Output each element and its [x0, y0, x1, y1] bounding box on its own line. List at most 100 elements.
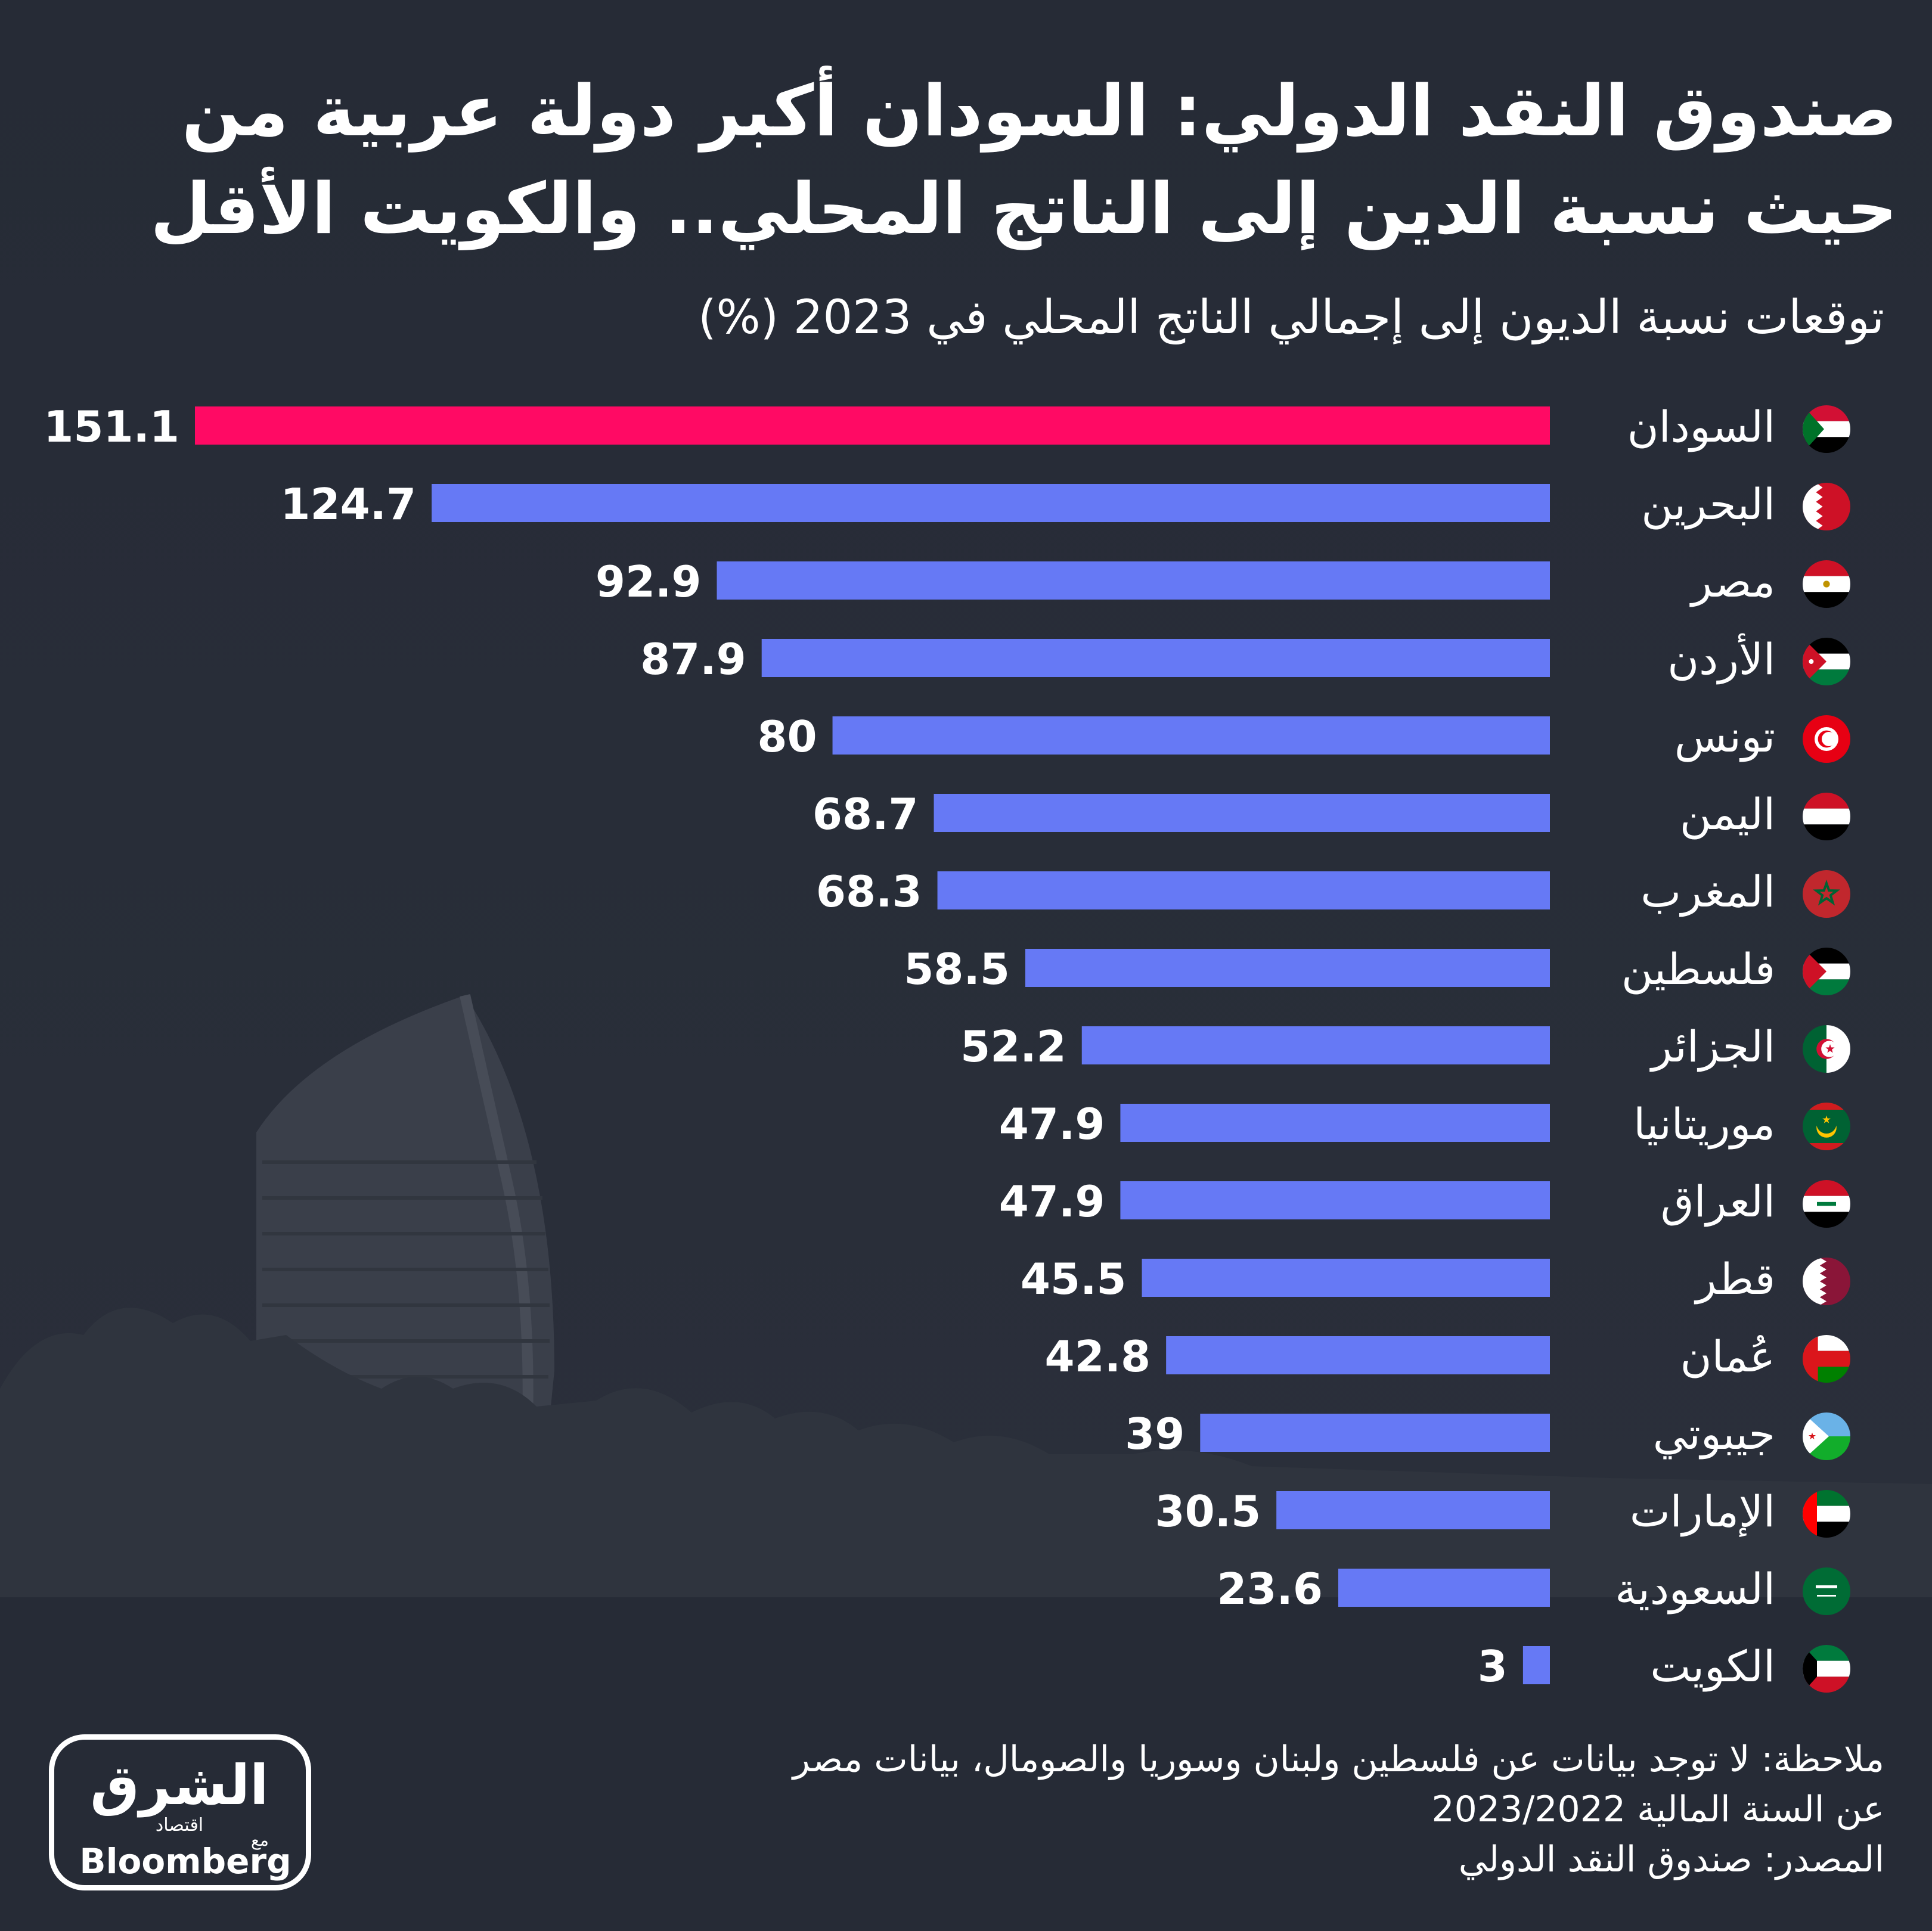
category-label: السودان	[1627, 402, 1775, 452]
sudan-flag-icon	[1803, 405, 1850, 453]
bar-value-label: 52.2	[960, 1022, 1066, 1072]
bar	[1081, 1026, 1550, 1064]
bar	[1166, 1336, 1550, 1374]
category-label: الإمارات	[1630, 1486, 1775, 1537]
bar-value-label: 151.1	[44, 402, 179, 452]
oman-flag-icon	[1803, 1335, 1850, 1383]
bar-row: 39 جيبوتي	[1125, 1409, 1850, 1460]
bar-value-label: 23.6	[1217, 1564, 1323, 1614]
category-label: العراق	[1661, 1176, 1775, 1227]
uae-flag-icon	[1803, 1490, 1850, 1538]
category-label: اليمن	[1680, 789, 1775, 840]
bar	[934, 794, 1550, 832]
category-label: الجزائر	[1649, 1022, 1775, 1072]
bar-value-label: 80	[757, 712, 817, 762]
bar-row: 42.8 عُمان	[1045, 1331, 1850, 1383]
bar	[1025, 949, 1550, 987]
saudi-flag-icon	[1803, 1567, 1850, 1615]
title-line-1: صندوق النقد الدولي: السودان أكبر دولة عر…	[181, 70, 1897, 152]
bar-value-label: 45.5	[1021, 1254, 1127, 1304]
bar-value-label: 68.7	[813, 789, 919, 839]
category-label: جيبوتي	[1653, 1409, 1775, 1460]
bar-row: 47.9 موريتانيا	[999, 1099, 1850, 1150]
algeria-flag-icon	[1803, 1025, 1850, 1073]
bar	[1142, 1259, 1550, 1297]
category-label: عُمان	[1680, 1331, 1775, 1381]
category-label: موريتانيا	[1633, 1099, 1775, 1150]
bar-row: 52.2 الجزائر	[960, 1022, 1850, 1073]
bar-value-label: 3	[1478, 1641, 1508, 1691]
bar	[195, 406, 1550, 445]
logo-sub: اقتصاد	[155, 1815, 204, 1836]
bar-row: 87.9 الأردن	[640, 633, 1850, 685]
jordan-flag-icon	[1803, 638, 1850, 685]
bar-value-label: 47.9	[999, 1176, 1105, 1227]
category-label: المغرب	[1641, 867, 1775, 917]
morocco-flag-icon	[1803, 870, 1850, 918]
category-label: قطر	[1694, 1254, 1775, 1305]
logo-with: مع	[251, 1830, 269, 1850]
logo-brand: الشرق	[90, 1753, 269, 1817]
category-label: الأردن	[1667, 633, 1775, 685]
category-label: الكويت	[1650, 1641, 1775, 1692]
bar-value-label: 124.7	[280, 479, 416, 529]
bahrain-flag-icon	[1803, 483, 1850, 530]
logo-partner: Bloomberg	[79, 1841, 291, 1882]
mauritania-flag-icon	[1803, 1103, 1850, 1150]
bar	[1120, 1104, 1550, 1142]
bar-row: 3 الكويت	[1478, 1641, 1850, 1693]
category-label: مصر	[1689, 557, 1775, 607]
bar-row: 68.7 اليمن	[813, 789, 1850, 840]
bar	[717, 561, 1550, 600]
bar-row: 80 تونس	[757, 712, 1850, 763]
bar-row: 151.1 السودان	[44, 402, 1850, 453]
bar-row: 47.9 العراق	[999, 1176, 1850, 1228]
qatar-flag-icon	[1803, 1258, 1850, 1305]
bar	[1338, 1569, 1550, 1607]
bar-value-label: 30.5	[1155, 1486, 1261, 1536]
bar-value-label: 42.8	[1045, 1331, 1151, 1381]
category-label: فلسطين	[1621, 944, 1775, 995]
bar-row: 23.6 السعودية	[1217, 1564, 1850, 1615]
bar	[761, 639, 1550, 677]
bar-value-label: 47.9	[999, 1099, 1105, 1149]
source-line: المصدر: صندوق النقد الدولي	[1458, 1839, 1884, 1880]
bar-value-label: 92.9	[596, 557, 702, 607]
egypt-flag-icon	[1803, 560, 1850, 608]
bar-row: 124.7 البحرين	[280, 479, 1850, 530]
bar-row: 68.3 المغرب	[816, 867, 1850, 918]
bar	[1200, 1414, 1550, 1452]
bar	[1522, 1646, 1550, 1684]
title-line-2: حيث نسبة الدين إلى الناتج المحلي.. والكو…	[150, 167, 1897, 250]
bar	[1276, 1491, 1550, 1529]
bar-row: 30.5 الإمارات	[1155, 1486, 1850, 1538]
chart-subtitle: توقعات نسبة الديون إلى إجمالي الناتج الم…	[698, 291, 1884, 344]
bar	[832, 716, 1550, 755]
bar-value-label: 87.9	[640, 634, 746, 684]
note-line-2: عن السنة المالية 2023/2022	[1431, 1789, 1884, 1830]
bar-value-label: 39	[1125, 1409, 1184, 1459]
bar	[1120, 1181, 1550, 1219]
bar-value-label: 58.5	[904, 944, 1010, 994]
note-line-1: ملاحظة: لا توجد بيانات عن فلسطين ولبنان …	[792, 1738, 1884, 1780]
djibouti-flag-icon	[1803, 1412, 1850, 1460]
bar-row: 58.5 فلسطين	[904, 944, 1850, 995]
bar-value-label: 68.3	[816, 867, 922, 917]
bar	[432, 484, 1550, 522]
tunisia-flag-icon	[1803, 715, 1850, 763]
category-label: السعودية	[1615, 1564, 1775, 1615]
palestine-flag-icon	[1803, 948, 1850, 995]
category-label: تونس	[1674, 712, 1775, 762]
yemen-flag-icon	[1803, 793, 1850, 840]
footer-notes: ملاحظة: لا توجد بيانات عن فلسطين ولبنان …	[424, 1734, 1884, 1885]
bar-row: 92.9 مصر	[596, 557, 1850, 608]
chart-title: صندوق النقد الدولي: السودان أكبر دولة عر…	[38, 62, 1897, 257]
category-label: البحرين	[1641, 479, 1775, 530]
asharq-bloomberg-logo: الشرق اقتصاد مع Bloomberg	[49, 1734, 311, 1890]
kuwait-flag-icon	[1803, 1645, 1850, 1693]
iraq-flag-icon	[1803, 1180, 1850, 1228]
bar	[937, 871, 1550, 909]
bar-row: 45.5 قطر	[1021, 1254, 1850, 1305]
